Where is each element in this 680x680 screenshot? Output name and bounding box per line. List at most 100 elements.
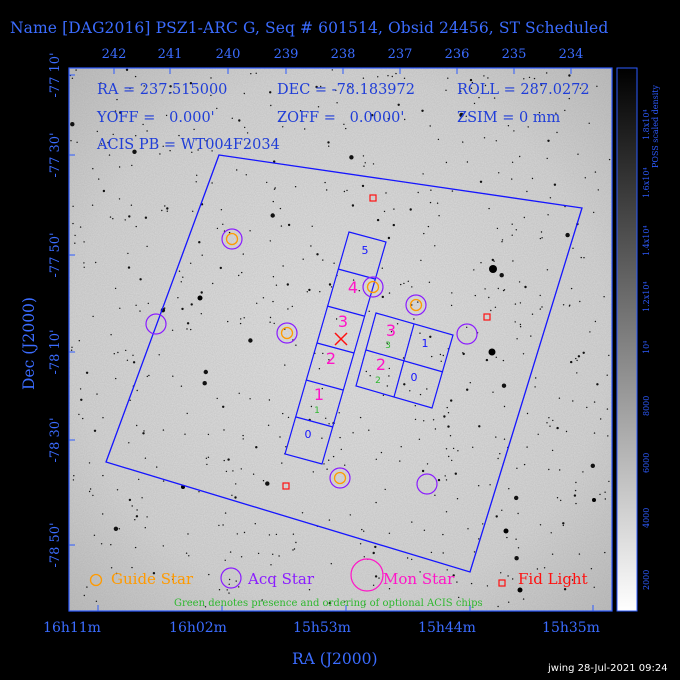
field-star <box>114 287 117 290</box>
field-star <box>115 572 118 575</box>
field-star <box>470 582 473 585</box>
field-star <box>279 207 282 210</box>
field-star <box>522 353 525 355</box>
colorbar-tick: 4000 <box>642 507 651 528</box>
field-star <box>142 123 144 126</box>
field-star <box>261 599 263 601</box>
field-star <box>292 549 294 551</box>
field-star <box>216 397 218 400</box>
field-star <box>93 534 96 536</box>
field-star <box>310 245 312 247</box>
fid-light <box>369 194 377 202</box>
field-star <box>380 451 383 454</box>
field-star <box>165 114 168 117</box>
field-star <box>429 201 432 204</box>
field-star <box>222 223 224 225</box>
field-star <box>184 433 186 435</box>
field-star <box>128 442 130 444</box>
field-star <box>429 125 431 127</box>
field-star <box>351 204 355 207</box>
field-star <box>516 467 518 469</box>
field-star <box>396 323 399 325</box>
field-star <box>594 320 597 323</box>
field-star <box>234 496 237 499</box>
field-star <box>391 75 393 78</box>
acq-star <box>221 228 243 250</box>
field-star <box>198 491 200 493</box>
field-star <box>92 168 94 170</box>
field-star <box>172 375 174 377</box>
field-star <box>161 209 163 212</box>
colorbar-tick: 1.4x10⁴ <box>642 225 651 256</box>
field-star <box>546 157 548 160</box>
dec-tick: -77 10' <box>48 52 63 98</box>
field-star <box>558 397 561 399</box>
field-star <box>352 432 354 434</box>
field-star <box>118 528 121 530</box>
field-star <box>281 462 283 464</box>
field-star <box>447 77 449 79</box>
field-star <box>317 106 320 108</box>
field-star <box>70 140 72 142</box>
field-star <box>326 189 328 191</box>
field-star <box>322 352 324 355</box>
page-title: Name [DAG2016] PSZ1-ARC G, Seq # 601514,… <box>10 19 609 37</box>
field-star <box>200 313 202 315</box>
field-star <box>74 242 76 244</box>
field-star <box>604 491 606 493</box>
field-star <box>129 87 131 90</box>
field-star <box>72 479 75 481</box>
field-star <box>211 182 213 184</box>
field-star <box>459 112 464 118</box>
field-star <box>329 602 332 604</box>
field-star <box>304 128 306 130</box>
field-star <box>501 509 503 511</box>
field-star <box>250 73 252 75</box>
field-star <box>321 387 323 390</box>
field-star <box>359 543 362 545</box>
field-star <box>519 323 522 326</box>
field-star <box>235 483 237 485</box>
field-star <box>604 551 606 554</box>
field-star <box>570 287 573 290</box>
field-star <box>268 399 271 401</box>
ra-bottom-tick: 15h53m <box>293 620 351 636</box>
field-star <box>491 258 494 262</box>
field-star <box>551 553 554 555</box>
field-star <box>83 594 86 597</box>
field-star <box>385 192 387 194</box>
field-star <box>371 114 374 117</box>
field-star <box>450 304 453 307</box>
field-star <box>207 433 210 436</box>
field-star <box>511 223 513 225</box>
field-star <box>409 390 411 392</box>
field-star <box>185 552 188 554</box>
field-star <box>573 494 577 497</box>
field-star <box>361 184 365 188</box>
field-star <box>269 316 272 319</box>
legend-acq-icon <box>220 567 242 589</box>
field-star <box>400 446 402 448</box>
field-star <box>136 389 138 392</box>
field-star <box>125 68 129 72</box>
field-star <box>430 551 433 554</box>
field-star <box>538 112 541 114</box>
field-star <box>228 578 231 581</box>
ra-top-tick: 235 <box>501 47 527 62</box>
field-star <box>244 126 246 129</box>
field-star <box>377 76 379 78</box>
field-star <box>139 310 141 312</box>
field-star <box>129 399 131 401</box>
field-star <box>265 481 270 486</box>
field-star <box>473 102 476 105</box>
field-star <box>363 556 365 558</box>
field-star <box>466 161 469 163</box>
field-star <box>124 219 126 221</box>
field-star <box>102 513 104 515</box>
field-star <box>540 231 543 233</box>
field-star <box>403 282 405 285</box>
ra-bottom-tick: 16h11m <box>43 620 101 636</box>
field-star <box>347 90 349 93</box>
field-star <box>511 178 513 180</box>
field-star <box>555 112 557 114</box>
